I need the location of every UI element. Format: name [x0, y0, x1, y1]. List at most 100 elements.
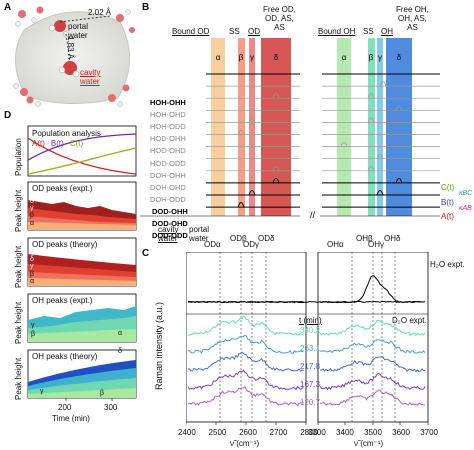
- b-trace-peak: [379, 81, 387, 87]
- d-greek-odt-a: α: [30, 278, 35, 285]
- d-xtick-200: 200: [58, 403, 72, 412]
- d-greek-oh-a: α: [118, 330, 123, 337]
- d-greek-odt-d: δ: [30, 256, 34, 263]
- b-band-delta-right: [386, 38, 412, 216]
- c-xtick: 3700: [420, 428, 438, 437]
- b-label-g-right: γ: [378, 53, 382, 62]
- b-xtick-oh-g: OHγ: [368, 240, 384, 249]
- panel-letter-b: B: [142, 2, 150, 13]
- c-xtick-right: 3300 3400 3500 3600 3700: [308, 428, 438, 437]
- d-ylabel-2: Peak height: [14, 245, 23, 288]
- c-ylabel: Raman intensity (a.u.): [154, 301, 164, 390]
- c-xtick: 2700: [269, 428, 288, 437]
- panel-letter-d: D: [4, 110, 12, 121]
- b-trace-peak: [237, 202, 245, 208]
- b-legend-c: C(t): [441, 183, 455, 192]
- d-xlabel: Time (min): [52, 414, 90, 423]
- b-band-beta-right: [368, 38, 375, 216]
- b-trace-peak: [248, 117, 256, 123]
- b-trace-peak: [237, 129, 245, 135]
- b-label-a-right: α: [342, 53, 347, 62]
- d-pop-ylabel: Population: [14, 138, 23, 176]
- d-greek-odt-b: β: [30, 271, 35, 278]
- panel-letter-c: C: [142, 248, 150, 259]
- c-xtick: 3300: [308, 428, 326, 437]
- b-xtick-oh-a: OHα: [327, 240, 344, 249]
- b-trace-peak: [395, 177, 403, 184]
- b-trace-peak: [367, 93, 375, 99]
- d-ylabel-4: Peak height: [14, 357, 23, 400]
- d-pop-title: Population analysis: [32, 129, 101, 138]
- d-greek-od-a: α: [30, 220, 35, 227]
- b-label-a-left: α: [216, 53, 221, 62]
- d-greek-od-g: γ: [30, 205, 34, 212]
- panel-b-spectra: α β γ δ α β γ δ //: [140, 38, 440, 220]
- c-time-label: 340.2: [300, 326, 321, 335]
- b-row-label: DOH-OHH: [150, 170, 186, 180]
- c-trace: [187, 315, 304, 336]
- c-trace: [187, 369, 304, 391]
- b-trace-peak: [272, 177, 280, 184]
- b-bottom-portal: portal water: [189, 225, 210, 243]
- c-xtick: 3600: [392, 428, 410, 437]
- b-k-bc: κBC: [459, 190, 473, 197]
- d-ylabel-3: Peak height: [14, 301, 23, 344]
- d-greek-oht-b: β: [100, 390, 105, 397]
- c-xtick-left: 2400 2500 2600 2700 2800: [178, 428, 318, 437]
- b-trace-peak: [367, 165, 375, 171]
- panel-d-plots: [27, 125, 137, 401]
- b-bottom-cavity: cavity water: [158, 225, 179, 243]
- d-legend-c: C(t): [69, 139, 84, 148]
- b-label-g-left: γ: [250, 53, 254, 62]
- d-legend-a: A(t): [32, 139, 45, 148]
- b-trace-peak: [340, 141, 348, 147]
- d-greek-oh-g: γ: [31, 322, 35, 329]
- c-trace: [319, 389, 426, 406]
- b-legend-b: B(t): [441, 198, 454, 207]
- b-label-d-left: δ: [274, 53, 279, 62]
- b-label-b-right: β: [369, 53, 374, 62]
- b-row-label: DOD-ODD: [152, 231, 188, 241]
- d-legend-b: B(t): [50, 139, 64, 148]
- b-header-free-od: Free OD, OD, AS, AS: [263, 5, 296, 32]
- b-header-ss-right: SS: [363, 27, 374, 36]
- b-trace-peak: [367, 117, 375, 123]
- b-header-free-oh: Free OH, OH, AS, AS: [396, 5, 429, 32]
- b-trace-peak: [248, 190, 256, 196]
- d-ylabel-1: Peak height: [14, 189, 23, 232]
- b-row-label: HOD-OHD: [150, 146, 186, 156]
- b-header-bound-od: Bound OD: [172, 27, 210, 36]
- c-time-label: 120.7: [300, 398, 321, 407]
- c-time-label: 217.8: [300, 362, 321, 371]
- c-trace: [319, 356, 426, 373]
- c-trace: [319, 275, 426, 304]
- c-xtick: 2800: [300, 428, 318, 437]
- b-header-oh: OH: [381, 27, 393, 36]
- c-trace: [319, 339, 426, 354]
- c-xtick: 3400: [336, 428, 354, 437]
- d-pop-legend: A(t) B(t) C(t): [32, 139, 83, 148]
- b-header-ss-left: SS: [229, 27, 240, 36]
- c-xtick: 2400: [178, 428, 196, 437]
- d-greek-oht-d: δ: [118, 348, 122, 355]
- b-xtick-od-a: ODα: [204, 240, 221, 249]
- d-greek-od-b: β: [30, 212, 35, 219]
- b-trace-peak: [376, 190, 384, 196]
- c-h2o-label: H₂O expt.: [430, 260, 465, 269]
- d-oh-expt-title: OH peaks (expt.): [32, 296, 93, 305]
- b-header-od: OD: [248, 27, 260, 36]
- b-band-gamma-right: [377, 38, 383, 216]
- c-xtick: 2600: [239, 428, 257, 437]
- b-row-label: DOH-ODD: [150, 194, 186, 204]
- b-xtick-od-g: ODγ: [243, 240, 259, 249]
- b-trace-peak: [272, 165, 280, 171]
- c-trace: [187, 334, 304, 355]
- c-trace: [187, 300, 304, 304]
- c-xlabel-right: ν̃ (cm⁻¹): [354, 439, 384, 448]
- b-band-alpha-left: [211, 38, 225, 216]
- b-legend-a: A(t): [441, 212, 454, 221]
- b-row-label: HOD-OHH: [150, 134, 186, 144]
- b-row-label: HOH-OHD: [150, 110, 186, 120]
- b-k-ab: κAB: [459, 205, 472, 212]
- d-greek-oh-b: β: [31, 331, 36, 338]
